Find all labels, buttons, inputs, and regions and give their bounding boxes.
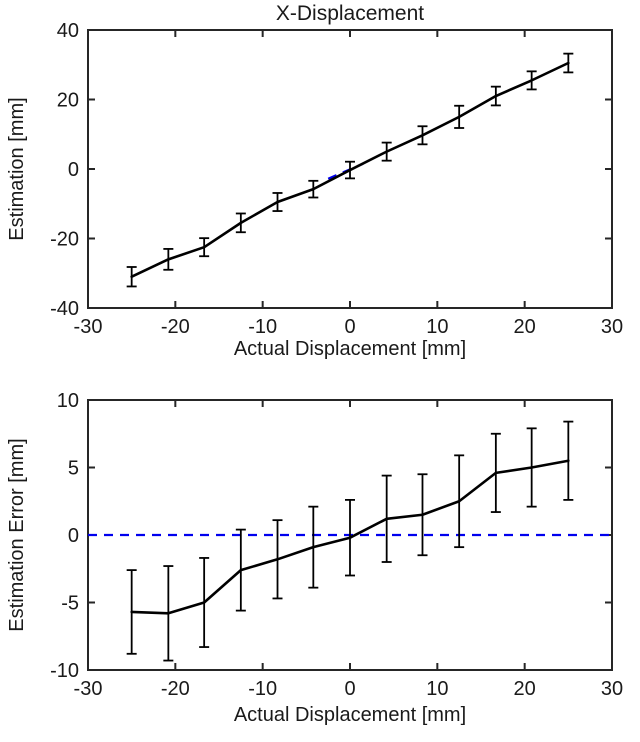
- data-line: [130, 459, 570, 615]
- y-axis-tick-label: -20: [50, 229, 79, 251]
- y-axis-tick-label: -10: [50, 660, 79, 682]
- x-axis-tick-label: -10: [248, 678, 277, 700]
- y-axis-tick-label: -5: [61, 593, 79, 615]
- x-axis-tick-label: -20: [161, 316, 190, 338]
- top-chart-title: X-Displacement: [275, 2, 425, 25]
- x-axis-tick-label: -30: [74, 678, 103, 700]
- x-axis-tick-label: 30: [601, 316, 623, 338]
- data-line: [130, 61, 570, 279]
- bottom-chart: -30 -20 -10 0 10 20 30 -10 -5 0 5 10 Actual Displac…: [0, 368, 640, 742]
- x-axis-tick-label: 0: [344, 678, 355, 700]
- bottom-chart-xlabel: Actual Displacement [mm]: [233, 704, 467, 726]
- y-axis-tick-label: 0: [68, 525, 79, 547]
- x-axis-tick-label: 20: [514, 316, 536, 338]
- x-axis-tick-label: -30: [74, 316, 103, 338]
- x-axis-tick-label: 30: [601, 678, 623, 700]
- top-chart-plot: -30 -20 -10 0 10 20 30 -40 -20 0 20 40: [50, 20, 623, 338]
- y-axis-tick-label: 5: [68, 458, 79, 480]
- top-chart: -30 -20 -10 0 10 20 30 -40 -20 0 20 40 X-Displaceme…: [0, 0, 640, 368]
- x-axis-tick-label: 10: [426, 678, 448, 700]
- x-axis-tick-label: 10: [426, 316, 448, 338]
- y-axis-tick-label: 40: [57, 20, 79, 42]
- x-axis-tick-label: -10: [248, 316, 277, 338]
- x-axis-tick-label: 0: [344, 316, 355, 338]
- y-axis-tick-label: 20: [57, 90, 79, 112]
- top-chart-ylabel: Estimation [mm]: [6, 97, 28, 241]
- y-axis-tick-label: 10: [57, 390, 79, 412]
- y-axis-tick-label: -40: [50, 298, 79, 320]
- bottom-chart-ylabel: Estimation Error [mm]: [6, 438, 28, 632]
- x-axis-tick-label: 20: [514, 678, 536, 700]
- bottom-chart-plot: -30 -20 -10 0 10 20 30 -10 -5 0 5 10: [50, 390, 623, 700]
- y-axis-tick-label: 0: [68, 159, 79, 181]
- top-chart-xlabel: Actual Displacement [mm]: [233, 338, 467, 360]
- x-axis-tick-label: -20: [161, 678, 190, 700]
